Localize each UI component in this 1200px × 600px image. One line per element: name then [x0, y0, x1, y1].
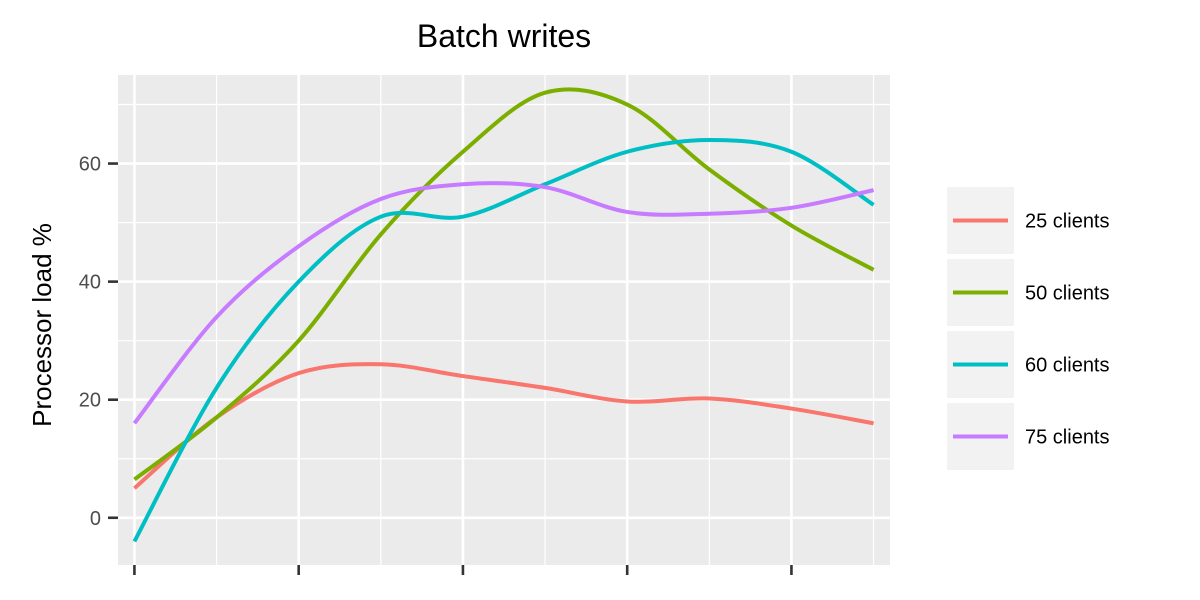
legend: 25 clients 50 clients 60 clients 75 clients — [947, 187, 1110, 470]
chart-title: Batch writes — [417, 18, 591, 54]
series-line-50-clients — [133, 87, 875, 481]
legend-label-50-clients: 50 clients — [1025, 283, 1110, 305]
y-axis-label: Processor load % — [27, 223, 57, 427]
legend-label-60-clients: 60 clients — [1025, 355, 1110, 377]
y-tick-label: 40 — [79, 272, 101, 294]
y-tick-label: 0 — [90, 508, 101, 530]
y-tick-label: 60 — [79, 154, 101, 176]
legend-label-75-clients: 75 clients — [1025, 427, 1110, 449]
panel-background — [118, 75, 890, 565]
plot-area: 0 20 40 60 — [79, 75, 890, 575]
y-tick-label: 20 — [79, 390, 101, 412]
series-line-25-clients — [133, 362, 874, 490]
series-line-60-clients — [132, 137, 875, 543]
legend-label-25-clients: 25 clients — [1025, 211, 1110, 233]
series-line-75-clients — [132, 181, 874, 425]
